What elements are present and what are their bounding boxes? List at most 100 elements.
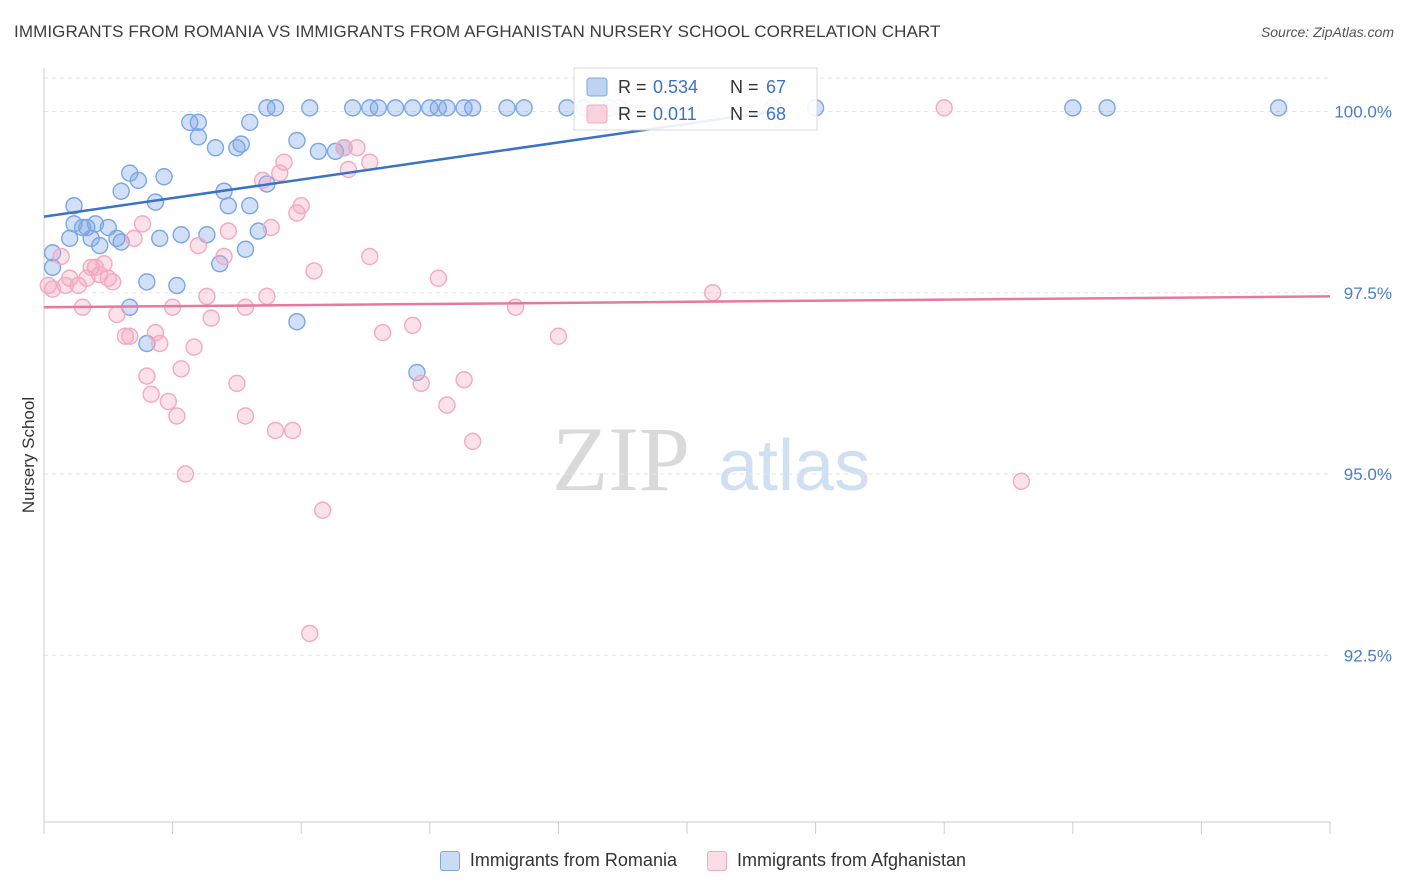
point-afghanistan [138, 367, 156, 385]
watermark-atlas: atlas [718, 426, 870, 506]
legend-swatch-romania [439, 850, 460, 871]
point-romania [172, 226, 190, 244]
point-afghanistan [271, 164, 289, 182]
point-romania [558, 99, 576, 117]
point-afghanistan [412, 374, 430, 393]
point-romania [151, 229, 169, 248]
point-romania [438, 99, 456, 117]
legend-label-romania: Immigrants from Romania [469, 850, 677, 870]
point-romania [65, 215, 83, 233]
point-afghanistan [125, 229, 143, 248]
point-afghanistan [429, 269, 448, 287]
point-afghanistan [52, 247, 70, 266]
trend-line-afghanistan [43, 295, 1331, 309]
point-romania [138, 273, 156, 291]
source-label: Source: ZipAtlas.com [1260, 24, 1394, 40]
y-tick-label: 97.5% [1344, 284, 1392, 303]
legend-swatch-afghanistan [706, 850, 727, 871]
stats-n-label: N = [730, 77, 759, 97]
point-afghanistan [103, 273, 122, 291]
point-afghanistan [228, 374, 246, 393]
legend-label-afghanistan: Immigrants from Afghanistan [736, 850, 967, 870]
points [39, 99, 1288, 643]
point-romania [61, 229, 79, 248]
y-tick-label: 92.5% [1344, 646, 1392, 665]
point-afghanistan [121, 327, 139, 345]
stats-n-value: 67 [766, 77, 786, 97]
point-afghanistan [266, 421, 285, 440]
point-romania [232, 135, 250, 153]
stats-r-label: R = [618, 104, 647, 124]
point-romania [129, 171, 148, 190]
legend-item-afghanistan: Immigrants from Afghanistan [706, 850, 967, 871]
point-afghanistan [108, 305, 126, 324]
point-romania [206, 139, 225, 157]
point-afghanistan [146, 323, 165, 342]
point-romania [219, 197, 238, 215]
point-afghanistan [172, 360, 190, 378]
point-afghanistan [549, 327, 568, 345]
point-afghanistan [455, 371, 473, 389]
point-afghanistan [133, 215, 152, 233]
point-romania [43, 244, 62, 262]
scatter-chart: ZIP atlas 100.0%97.5%95.0%92.5%0.0%15.0%… [19, 67, 1392, 834]
point-romania [112, 182, 130, 200]
point-romania [343, 99, 362, 117]
point-romania [515, 99, 533, 117]
point-afghanistan [361, 247, 379, 266]
point-romania [241, 113, 259, 132]
point-romania [241, 197, 259, 215]
point-afghanistan [301, 624, 319, 643]
point-romania [1064, 99, 1082, 117]
point-afghanistan [151, 334, 169, 353]
point-afghanistan [704, 284, 722, 302]
point-afghanistan [463, 432, 482, 451]
y-tick-label: 95.0% [1344, 465, 1392, 484]
point-romania [288, 313, 306, 331]
point-afghanistan [935, 99, 953, 117]
point-afghanistan [168, 407, 186, 425]
stats-box: R = 0.534 N = 67 R = 0.011 N = 68 [573, 67, 818, 131]
point-afghanistan [275, 153, 293, 171]
point-romania [288, 131, 306, 150]
grid [44, 77, 1330, 656]
point-afghanistan [305, 262, 323, 280]
point-afghanistan [313, 501, 332, 519]
point-afghanistan [373, 323, 392, 342]
point-afghanistan [159, 392, 178, 411]
point-afghanistan [258, 287, 276, 306]
point-romania [266, 99, 285, 117]
point-romania [189, 113, 208, 132]
point-romania [91, 236, 109, 255]
point-romania [408, 363, 426, 382]
point-romania [386, 99, 405, 117]
point-afghanistan [438, 396, 456, 414]
point-afghanistan [185, 338, 203, 356]
point-romania [189, 128, 208, 146]
point-afghanistan [198, 287, 216, 306]
point-romania [1269, 99, 1288, 117]
point-afghanistan [91, 265, 109, 284]
point-afghanistan [339, 160, 358, 179]
point-afghanistan [189, 236, 208, 255]
point-afghanistan [335, 139, 353, 157]
point-afghanistan [348, 139, 366, 157]
point-romania [168, 276, 186, 295]
point-afghanistan [292, 197, 310, 215]
point-romania [1098, 99, 1116, 117]
point-afghanistan [506, 298, 525, 316]
stats-n-value: 68 [766, 104, 786, 124]
stats-r-value: 0.011 [653, 104, 697, 124]
point-romania [65, 197, 83, 215]
point-afghanistan [215, 247, 233, 266]
stats-n-label: N = [730, 104, 759, 124]
point-romania [155, 168, 173, 186]
stats-swatch [586, 104, 608, 124]
watermark: ZIP atlas [552, 408, 870, 510]
point-afghanistan [176, 465, 195, 483]
point-afghanistan [219, 222, 238, 240]
stats-box-frame [573, 67, 818, 131]
point-romania [309, 142, 328, 161]
point-afghanistan [236, 407, 255, 425]
stats-r-label: R = [618, 77, 647, 97]
